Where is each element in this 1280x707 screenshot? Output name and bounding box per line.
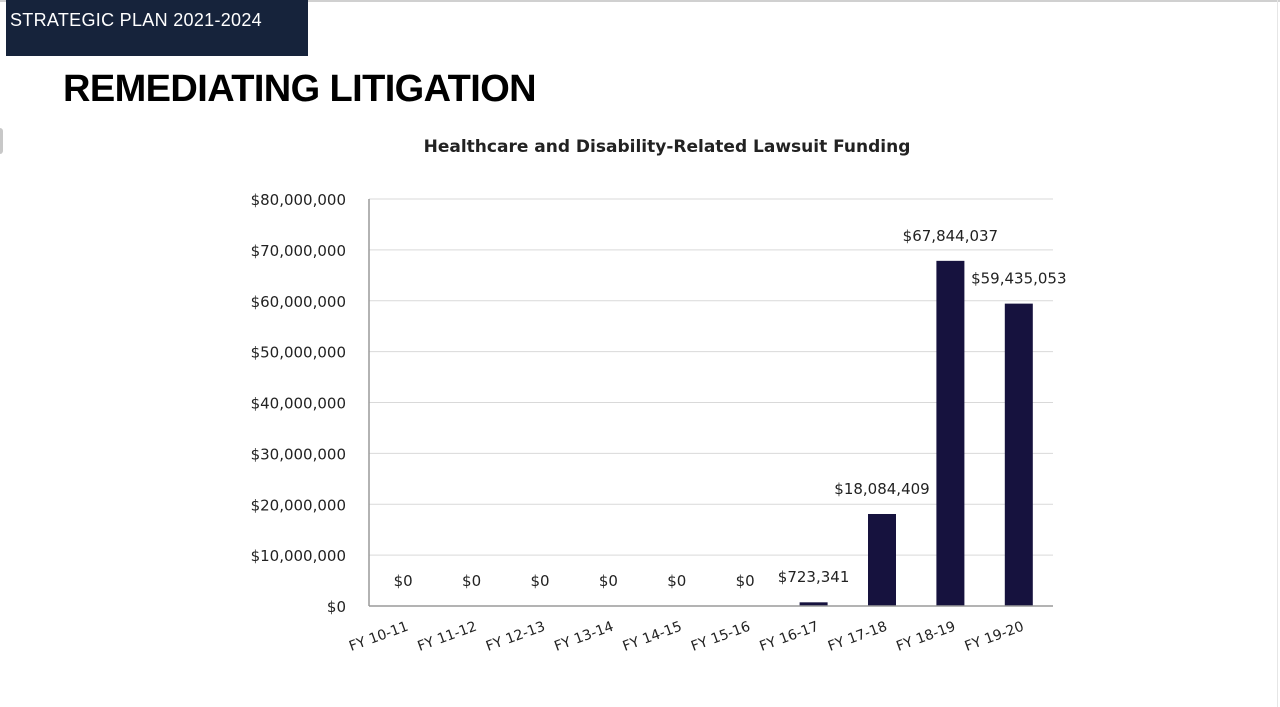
bar [1004, 303, 1033, 606]
data-label: $0 [736, 572, 755, 590]
y-tick-label: $70,000,000 [251, 242, 346, 260]
data-label: $18,084,409 [834, 480, 929, 498]
bar [799, 602, 828, 606]
x-tick-label: FY 12-13 [484, 619, 547, 655]
y-tick-label: $40,000,000 [251, 395, 346, 413]
data-label: $0 [394, 572, 413, 590]
bars [799, 260, 1033, 606]
y-tick-label: $60,000,000 [251, 293, 346, 311]
section-banner: STRATEGIC PLAN 2021-2024 [6, 0, 308, 56]
side-tab [0, 128, 3, 154]
data-label: $0 [462, 572, 481, 590]
data-labels: $0 $0 $0 $0 $0 $0 $723,341 $18,084,409 $67,844,0… [394, 227, 1067, 590]
x-tick-label: FY 18-19 [894, 619, 957, 655]
data-label: $0 [667, 572, 686, 590]
x-tick-label: FY 19-20 [963, 619, 1026, 655]
x-tick-label: FY 15-16 [689, 619, 753, 655]
data-label: $59,435,053 [971, 270, 1066, 288]
data-label: $0 [599, 572, 618, 590]
data-label: $67,844,037 [903, 227, 998, 245]
y-tick-label: $80,000,000 [251, 191, 346, 209]
x-tick-label: FY 10-11 [347, 619, 410, 655]
top-border [0, 0, 1280, 2]
y-tick-label: $0 [327, 598, 346, 616]
y-axis-ticks: $0 $10,000,000 $20,000,000 $30,000,000 $40,0… [251, 191, 346, 616]
axes [368, 199, 1053, 607]
x-axis-ticks: FY 10-11 FY 11-12 FY 12-13 FY 13-14 FY 14-15… [347, 619, 1026, 655]
x-tick-label: FY 11-12 [415, 619, 478, 655]
x-tick-label: FY 16-17 [757, 619, 820, 655]
y-tick-label: $50,000,000 [251, 344, 346, 362]
y-tick-label: $20,000,000 [251, 496, 346, 514]
data-label: $0 [530, 572, 549, 590]
bar [868, 513, 896, 606]
x-tick-label: FY 13-14 [552, 619, 616, 655]
x-tick-label: FY 14-15 [621, 619, 684, 655]
data-label: $723,341 [778, 568, 850, 586]
chart-title: Healthcare and Disability-Related Lawsui… [424, 137, 911, 157]
right-border [1277, 0, 1278, 707]
y-tick-label: $10,000,000 [251, 547, 346, 565]
banner-label: STRATEGIC PLAN 2021-2024 [10, 10, 262, 30]
page-title: REMEDIATING LITIGATION [63, 68, 537, 110]
y-tick-label: $30,000,000 [251, 445, 346, 463]
x-tick-label: FY 17-18 [826, 619, 889, 655]
bar [936, 260, 965, 606]
